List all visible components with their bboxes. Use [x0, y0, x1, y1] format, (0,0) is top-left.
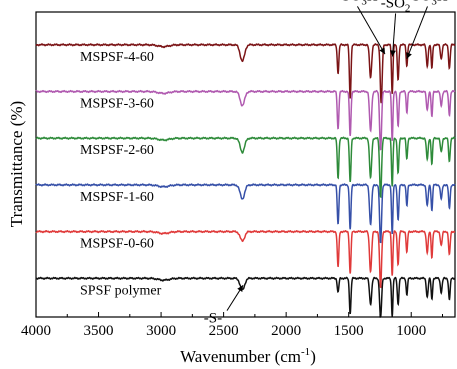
series-label: MSPSF-2-60 [80, 143, 154, 158]
x-tick-label: 3000 [146, 323, 176, 339]
x-axis: 4000 3500 3000 2500 2000 1500 1000 [21, 312, 443, 339]
x-tick-label: 1000 [396, 323, 426, 339]
x-tick-label: 3500 [84, 323, 114, 339]
x-tick-label: 4000 [21, 323, 51, 339]
series-label-layer: MSPSF-4-60 MSPSF-3-60 MSPSF-2-60 MSPSF-1-60… [80, 50, 162, 298]
series-line [35, 229, 456, 289]
series-label: MSPSF-0-60 [80, 237, 154, 252]
series-layer [35, 43, 456, 319]
series-label: SPSF polymer [80, 283, 162, 298]
annotation-label: -SO3H [407, 0, 448, 7]
annotation-label: -SO3H [337, 0, 378, 7]
series-line [35, 183, 456, 244]
annotation-arrowhead [406, 52, 412, 59]
plot-area [35, 11, 456, 318]
x-tick-label: 2500 [209, 323, 239, 339]
series-label: MSPSF-3-60 [80, 97, 154, 112]
series-label: MSPSF-1-60 [80, 190, 154, 205]
annotation-arrow [391, 13, 397, 57]
x-tick-label: 1500 [334, 323, 364, 339]
annotation-arrowhead [237, 285, 243, 292]
annotation-arrow [357, 6, 386, 55]
x-axis-title: Wavenumber (cm-1) [180, 346, 316, 366]
series-line [35, 43, 456, 104]
y-axis-title: Transmittance (%) [7, 101, 26, 227]
annotation-arrowhead [389, 50, 396, 57]
series-line [35, 276, 456, 319]
plot-frame [35, 11, 456, 318]
annotation-label: -S- [204, 311, 222, 327]
annotation-arrow [406, 6, 428, 59]
annotation-layer: -SO3H-SO2-SO3H -S- [204, 0, 448, 327]
series-label: MSPSF-4-60 [80, 50, 154, 65]
annotation-arrowhead [379, 47, 385, 55]
series-line [35, 136, 456, 199]
x-tick-label: 2000 [271, 323, 301, 339]
series-line [35, 89, 456, 151]
annotation-label: -SO2 [381, 0, 411, 14]
